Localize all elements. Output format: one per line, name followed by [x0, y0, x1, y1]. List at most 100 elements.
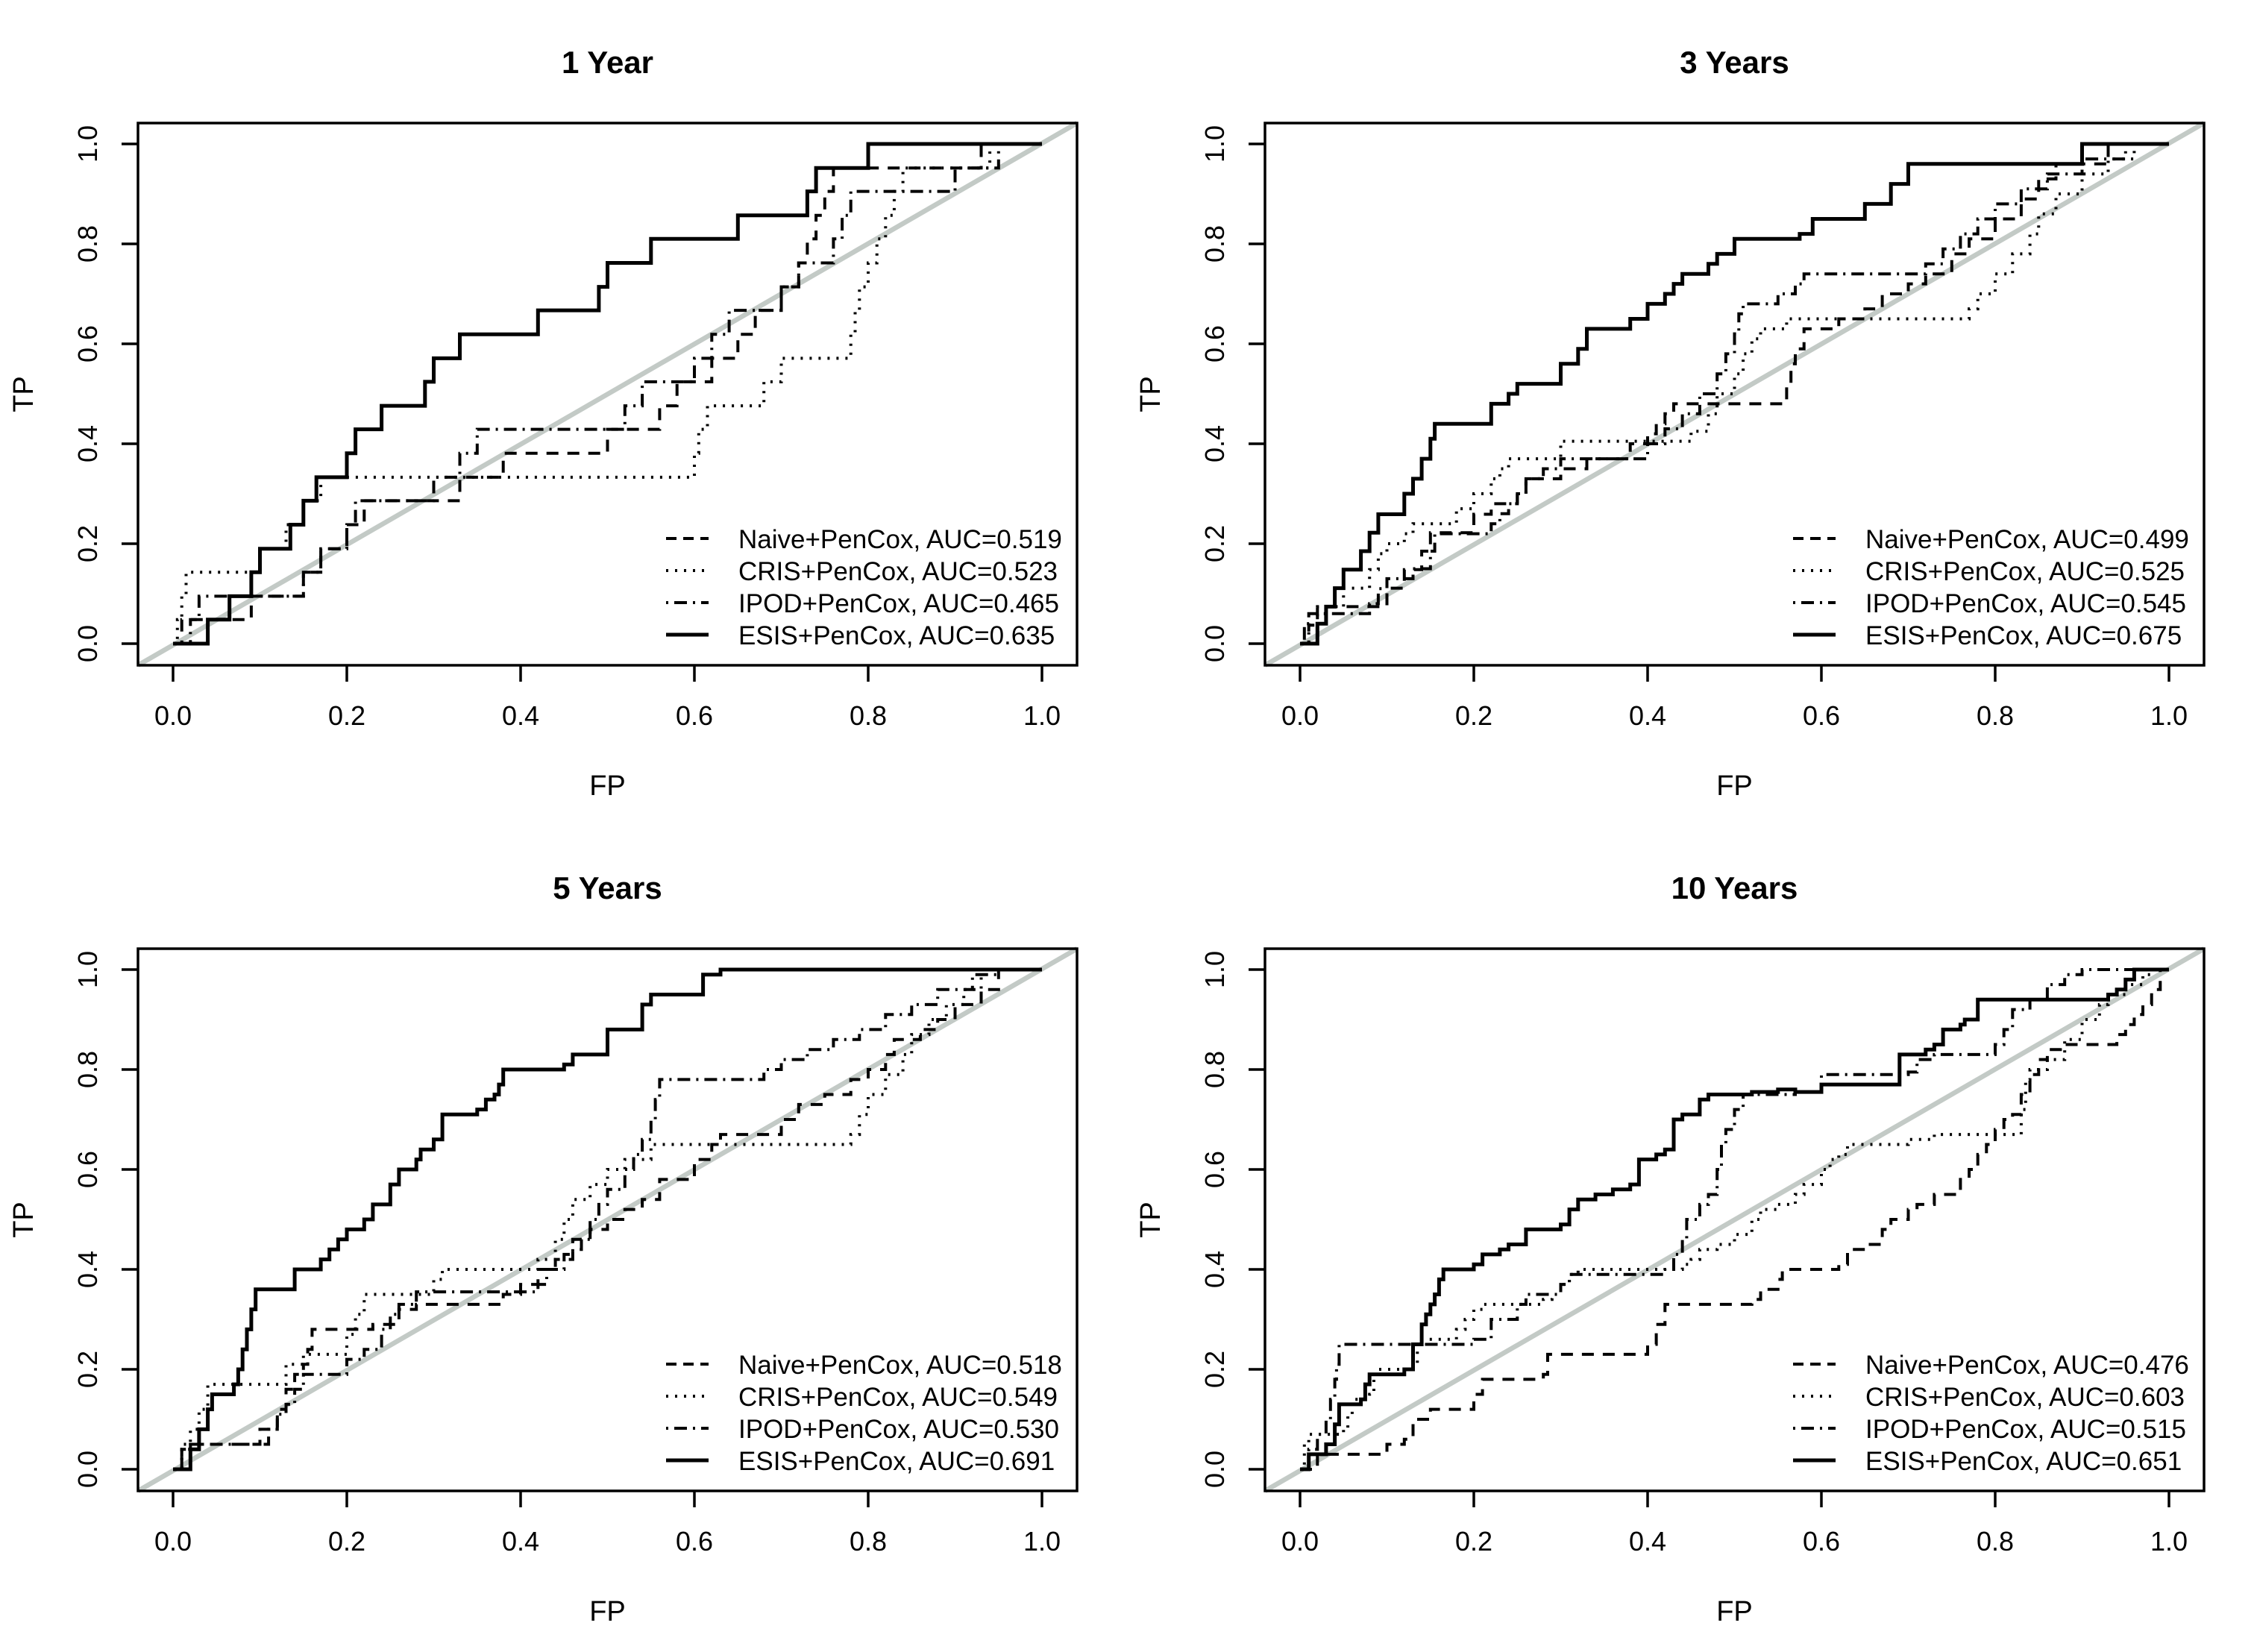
legend-label-esis-pencox: ESIS+PenCox, AUC=0.635 — [738, 621, 1055, 650]
x-tick-label: 0.4 — [1629, 700, 1666, 731]
y-tick-label: 0.4 — [1199, 1251, 1230, 1288]
y-tick-label: 0.2 — [72, 525, 103, 562]
y-tick-label: 0.2 — [1199, 1351, 1230, 1388]
x-tick-label: 1.0 — [1023, 700, 1061, 731]
legend-label-cris-pencox: CRIS+PenCox, AUC=0.549 — [738, 1383, 1058, 1412]
y-tick-label: 0.6 — [72, 1151, 103, 1188]
y-tick-label: 1.0 — [1199, 951, 1230, 988]
x-tick-label: 0.6 — [676, 700, 713, 731]
chart-title: 3 Years — [1680, 45, 1789, 80]
x-tick-label: 0.4 — [502, 1526, 539, 1557]
roc-curve-naive-pencox — [1300, 968, 2169, 1471]
y-axis-label: TP — [8, 376, 40, 412]
y-tick-label: 0.2 — [72, 1351, 103, 1388]
legend-label-naive-pencox: Naive+PenCox, AUC=0.519 — [738, 525, 1062, 554]
legend-label-naive-pencox: Naive+PenCox, AUC=0.476 — [1865, 1351, 2189, 1380]
y-tick-label: 0.8 — [72, 225, 103, 263]
roc-curve-esis-pencox — [173, 967, 1042, 1472]
y-tick-label: 0.8 — [1199, 225, 1230, 263]
x-axis-label: FP — [1716, 1596, 1753, 1627]
roc-chart-10-years: 0.0 0.2 0.4 0.6 0.8 1.0 0.0 0.2 0.4 0.6 0.8 1.0 10 Y… — [1135, 870, 2206, 1627]
y-axis-label: TP — [1135, 1202, 1167, 1238]
x-tick-label: 0.2 — [328, 1526, 365, 1557]
roc-curve-naive-pencox — [173, 142, 1042, 645]
x-tick-label: 0.6 — [1803, 700, 1840, 731]
roc-curve-esis-pencox — [173, 142, 1042, 646]
legend-label-ipod-pencox: IPOD+PenCox, AUC=0.530 — [738, 1415, 1059, 1444]
x-tick-label: 0.4 — [1629, 1526, 1666, 1557]
panel-10-years: 0.0 0.2 0.4 0.6 0.8 1.0 0.0 0.2 0.4 0.6 0.8 1.0 10 Y… — [1127, 826, 2254, 1651]
x-tick-label: 1.0 — [2150, 1526, 2188, 1557]
roc-curve-ipod-pencox — [173, 142, 1042, 645]
y-tick-label: 0.0 — [1199, 1451, 1230, 1488]
legend-label-naive-pencox: Naive+PenCox, AUC=0.518 — [738, 1351, 1062, 1380]
roc-curve-ipod-pencox — [1300, 142, 2169, 645]
chart-title: 5 Years — [553, 870, 662, 905]
x-tick-label: 0.2 — [1455, 1526, 1492, 1557]
x-tick-label: 1.0 — [1023, 1526, 1061, 1557]
plot-border — [136, 122, 1079, 667]
x-tick-label: 0.0 — [154, 700, 192, 731]
y-tick-label: 0.0 — [1199, 625, 1230, 662]
x-axis-label: FP — [1716, 770, 1753, 802]
x-tick-label: 0.8 — [1977, 700, 2014, 731]
plot-border — [136, 947, 1079, 1492]
y-tick-label: 0.4 — [72, 425, 103, 462]
x-tick-label: 0.8 — [1977, 1526, 2014, 1557]
y-tick-label: 0.4 — [72, 1251, 103, 1288]
legend-label-ipod-pencox: IPOD+PenCox, AUC=0.545 — [1865, 589, 2186, 618]
legend-label-cris-pencox: CRIS+PenCox, AUC=0.525 — [1865, 557, 2185, 586]
y-tick-label: 0.8 — [1199, 1051, 1230, 1088]
chart-title: 1 Year — [562, 45, 653, 80]
plot-border — [1263, 947, 2206, 1492]
legend-label-cris-pencox: CRIS+PenCox, AUC=0.523 — [738, 557, 1058, 586]
y-tick-label: 0.8 — [72, 1051, 103, 1088]
legend-label-esis-pencox: ESIS+PenCox, AUC=0.691 — [738, 1447, 1055, 1476]
x-tick-label: 0.8 — [850, 1526, 887, 1557]
legend-label-ipod-pencox: IPOD+PenCox, AUC=0.515 — [1865, 1415, 2186, 1444]
legend-label-ipod-pencox: IPOD+PenCox, AUC=0.465 — [738, 589, 1059, 618]
x-tick-label: 0.6 — [1803, 1526, 1840, 1557]
x-tick-label: 0.0 — [1281, 700, 1319, 731]
roc-curve-esis-pencox — [1300, 967, 2169, 1472]
chance-diagonal-line — [1263, 121, 2206, 668]
y-axis-label: TP — [1135, 376, 1167, 412]
y-tick-label: 1.0 — [72, 951, 103, 988]
legend-label-naive-pencox: Naive+PenCox, AUC=0.499 — [1865, 525, 2189, 554]
y-tick-label: 0.0 — [72, 1451, 103, 1488]
roc-chart-1-year: 0.0 0.2 0.4 0.6 0.8 1.0 0.0 0.2 0.4 0.6 0.8 1.0 1 Ye… — [8, 45, 1079, 802]
y-axis-label: TP — [8, 1202, 40, 1238]
plot-border — [1263, 122, 2206, 667]
y-tick-label: 0.2 — [1199, 525, 1230, 562]
x-axis-label: FP — [589, 1596, 626, 1627]
panel-1-year: 0.0 0.2 0.4 0.6 0.8 1.0 0.0 0.2 0.4 0.6 0.8 1.0 1 Ye… — [0, 0, 1127, 826]
y-tick-label: 1.0 — [1199, 125, 1230, 163]
x-tick-label: 0.0 — [154, 1526, 192, 1557]
legend-label-esis-pencox: ESIS+PenCox, AUC=0.651 — [1865, 1447, 2182, 1476]
panel-3-years: 0.0 0.2 0.4 0.6 0.8 1.0 0.0 0.2 0.4 0.6 0.8 1.0 3 Ye… — [1127, 0, 2254, 826]
x-axis-label: FP — [589, 770, 626, 802]
y-tick-label: 0.4 — [1199, 425, 1230, 462]
chance-diagonal-line — [1263, 946, 2206, 1493]
y-tick-label: 1.0 — [72, 125, 103, 163]
roc-chart-5-years: 0.0 0.2 0.4 0.6 0.8 1.0 0.0 0.2 0.4 0.6 0.8 1.0 5 Ye… — [8, 870, 1079, 1627]
roc-curve-cris-pencox — [1300, 968, 2169, 1471]
x-tick-label: 0.6 — [676, 1526, 713, 1557]
chart-title: 10 Years — [1671, 870, 1798, 905]
y-tick-label: 0.6 — [72, 325, 103, 362]
x-tick-label: 1.0 — [2150, 700, 2188, 731]
chance-diagonal-line — [136, 121, 1079, 668]
roc-curve-naive-pencox — [173, 968, 1042, 1471]
x-tick-label: 0.2 — [328, 700, 365, 731]
y-tick-label: 0.6 — [1199, 325, 1230, 362]
roc-curve-ipod-pencox — [1300, 968, 2169, 1471]
x-tick-label: 0.2 — [1455, 700, 1492, 731]
roc-curve-esis-pencox — [1300, 142, 2169, 646]
x-tick-label: 0.8 — [850, 700, 887, 731]
panel-5-years: 0.0 0.2 0.4 0.6 0.8 1.0 0.0 0.2 0.4 0.6 0.8 1.0 5 Ye… — [0, 826, 1127, 1651]
y-tick-label: 0.6 — [1199, 1151, 1230, 1188]
roc-chart-3-years: 0.0 0.2 0.4 0.6 0.8 1.0 0.0 0.2 0.4 0.6 0.8 1.0 3 Ye… — [1135, 45, 2206, 802]
legend-label-esis-pencox: ESIS+PenCox, AUC=0.675 — [1865, 621, 2182, 650]
roc-curve-ipod-pencox — [173, 968, 1042, 1471]
